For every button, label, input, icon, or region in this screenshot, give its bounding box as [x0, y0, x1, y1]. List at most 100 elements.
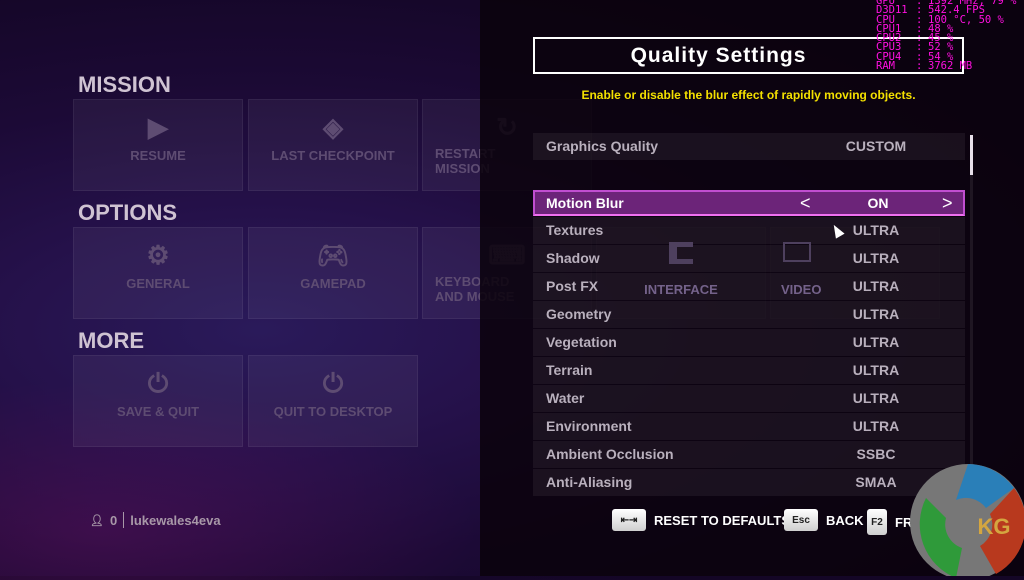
osd-colon: : — [916, 32, 923, 45]
tile-label: RESUME — [130, 148, 186, 163]
setting-label: Geometry — [546, 306, 612, 322]
setting-label: Post FX — [546, 278, 599, 294]
setting-label: Vegetation — [546, 334, 617, 350]
osd-row: D3D11:542.4 FPS — [876, 4, 1017, 17]
last-checkpoint-tile[interactable]: ◈ LAST CHECKPOINT — [248, 99, 418, 191]
esc-key-icon: Esc — [784, 509, 818, 531]
setting-row[interactable]: Textures ULTRA — [533, 217, 965, 244]
osd-value: 54 % — [928, 50, 954, 63]
setting-row[interactable]: Water ULTRA — [533, 385, 965, 412]
osd-colon: : — [916, 41, 923, 54]
osd-key: CPU4 — [876, 50, 902, 63]
setting-value: ULTRA — [852, 250, 900, 266]
osd-colon: : — [916, 0, 923, 7]
osd-colon: : — [916, 4, 923, 17]
chevron-right-icon[interactable]: > — [942, 193, 953, 213]
osd-value: 52 % — [928, 41, 954, 54]
setting-label: Shadow — [546, 250, 600, 266]
save-power-icon: ⏻ — [147, 368, 169, 398]
osd-colon: : — [916, 50, 923, 63]
osd-value: 48 % — [928, 22, 954, 35]
gear-icon: ⚙ — [146, 240, 170, 270]
osd-key: CPU — [876, 13, 895, 26]
osd-colon: : — [916, 13, 923, 26]
motion-blur-row[interactable]: Motion Blur < ON > — [533, 190, 965, 216]
svg-text:KG: KG — [978, 514, 1011, 539]
username: lukewales4eva — [130, 512, 221, 528]
section-title-options: OPTIONS — [78, 200, 178, 225]
osd-colon: : — [916, 60, 923, 73]
quit-desktop-tile[interactable]: ⏻ QUIT TO DESKTOP — [248, 355, 418, 447]
setting-description: Enable or disable the blur effect of rap… — [581, 88, 916, 102]
monitor-icon — [783, 242, 811, 262]
setting-label: Environment — [546, 418, 632, 434]
osd-key: CPU3 — [876, 41, 902, 54]
diamond-icon: ◈ — [323, 112, 343, 142]
osd-row: CPU4:54 % — [876, 50, 1017, 63]
background-glow — [0, 380, 480, 580]
tile-label: GENERAL — [126, 276, 190, 291]
interface-icon — [669, 242, 693, 264]
osd-value: 45 % — [928, 32, 954, 45]
setting-row[interactable]: Anti-Aliasing SMAA — [533, 469, 965, 496]
setting-value: ULTRA — [852, 334, 900, 350]
setting-row[interactable]: Environment ULTRA — [533, 413, 965, 440]
graphics-quality-row[interactable]: Graphics Quality CUSTOM — [533, 133, 965, 160]
performance-overlay: GPU:1392 MHz, 79 % D3D11:542.4 FPS CPU:100… — [876, 0, 1017, 73]
section-title-more: MORE — [78, 328, 144, 353]
setting-value: ULTRA — [852, 278, 900, 294]
person-icon: 👤︎ — [90, 514, 104, 527]
setting-label: Graphics Quality — [546, 138, 659, 154]
osd-row: CPU3:52 % — [876, 41, 1017, 54]
friend-count: 0 — [109, 512, 118, 528]
scrollbar-thumb[interactable] — [970, 135, 973, 175]
kg-logo: KG — [910, 464, 1024, 576]
setting-label: Ambient Occlusion — [546, 446, 674, 462]
osd-colon: : — [916, 22, 923, 35]
setting-value: ULTRA — [852, 390, 900, 406]
osd-key: RAM — [876, 60, 895, 73]
gamepad-tile[interactable]: 🎮︎ GAMEPAD — [248, 227, 418, 319]
scrollbar[interactable] — [970, 135, 973, 495]
general-tile[interactable]: ⚙ GENERAL — [73, 227, 243, 319]
setting-row[interactable]: Geometry ULTRA — [533, 301, 965, 328]
setting-label: Textures — [546, 222, 604, 238]
osd-key: CPU1 — [876, 22, 902, 35]
hint-label: RESET TO DEFAULTS — [654, 512, 791, 528]
osd-row: CPU1:48 % — [876, 22, 1017, 35]
setting-row[interactable]: Terrain ULTRA — [533, 357, 965, 384]
section-title-mission: MISSION — [78, 72, 171, 97]
divider — [123, 512, 125, 528]
resume-tile[interactable]: ▶ RESUME — [73, 99, 243, 191]
back-hint[interactable]: Esc BACK — [784, 509, 864, 531]
setting-value: ULTRA — [852, 362, 900, 378]
chevron-left-icon[interactable]: < — [800, 193, 811, 213]
save-quit-tile[interactable]: ⏻ SAVE & QUIT — [73, 355, 243, 447]
setting-value: ON — [867, 195, 889, 211]
osd-value: 3762 MB — [928, 60, 973, 73]
setting-value: SMAA — [855, 474, 897, 490]
osd-key: D3D11 — [876, 4, 908, 17]
setting-row[interactable]: Shadow ULTRA — [533, 245, 965, 272]
osd-key: CPU2 — [876, 32, 902, 45]
tile-label: GAMEPAD — [300, 276, 366, 291]
tile-label: LAST CHECKPOINT — [271, 148, 395, 163]
setting-value: SSBC — [856, 446, 896, 462]
setting-label: Anti-Aliasing — [546, 474, 633, 490]
play-icon: ▶ — [148, 112, 168, 142]
setting-label: Terrain — [546, 362, 593, 378]
user-info: 👤︎ 0 lukewales4eva — [90, 512, 221, 528]
panel-title: Quality Settings — [533, 37, 964, 74]
setting-row[interactable]: Post FX ULTRA — [533, 273, 965, 300]
setting-label: Water — [546, 390, 585, 406]
setting-row[interactable]: Vegetation ULTRA — [533, 329, 965, 356]
tile-label: QUIT TO DESKTOP — [273, 404, 393, 419]
tile-label: VIDEO — [781, 282, 822, 297]
reset-defaults-hint[interactable]: ⇤⇥ RESET TO DEFAULTS — [612, 509, 790, 531]
f2-key-icon: F2 — [867, 509, 887, 535]
osd-value: 100 °C, 50 % — [928, 13, 1004, 26]
osd-row: RAM:3762 MB — [876, 60, 1017, 73]
setting-row[interactable]: Ambient Occlusion SSBC — [533, 441, 965, 468]
osd-value: 1392 MHz, 79 % — [928, 0, 1017, 7]
tile-label: SAVE & QUIT — [116, 404, 200, 419]
